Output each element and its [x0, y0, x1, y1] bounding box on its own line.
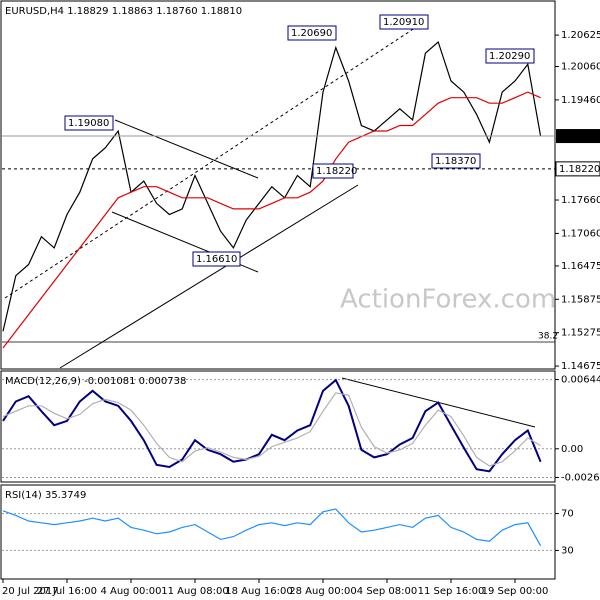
x-tick-label: 18 Aug 16:00: [225, 586, 292, 597]
y-tick-label: 1.20625: [561, 30, 600, 41]
y-tick-label: 70: [561, 509, 574, 520]
series-line: [2, 40, 542, 332]
y-tick-label: 30: [561, 545, 574, 556]
rsi-panel: [0, 484, 556, 580]
price-annotation: 1.20910: [383, 17, 424, 28]
y-tick-label: 1.17060: [561, 228, 600, 239]
last-price-box: [556, 129, 600, 144]
series-line: [2, 508, 542, 547]
x-tick-label: 27 Jul 16:00: [37, 586, 97, 597]
price-annotation: 1.19080: [68, 118, 109, 129]
price-annotation-box: [312, 163, 354, 179]
y-tick-label: 1.14675: [561, 361, 600, 372]
y-tick-label: 0.00: [561, 444, 583, 455]
level-box: [555, 161, 600, 177]
price-annotation-box: [485, 48, 535, 64]
price-annotation-box: [287, 25, 337, 41]
level-label: 1.18220: [559, 164, 600, 175]
y-tick-label: 1.17660: [561, 195, 600, 206]
price-annotation-box: [379, 14, 429, 30]
series-line: [2, 392, 541, 467]
y-tick-label: 1.15275: [561, 328, 600, 339]
y-tick-label: 1.19460: [561, 95, 600, 106]
series-line: [2, 91, 541, 349]
price-panel: [0, 0, 556, 370]
panel-title: MACD(12,26,9) -0.001081 0.000738: [5, 376, 186, 387]
x-tick-label: 11 Sep 16:00: [418, 586, 485, 597]
price-annotation: 1.16610: [196, 254, 237, 265]
watermark: ActionForex.com: [340, 285, 556, 315]
channel-line: [114, 119, 259, 179]
price-annotation: 1.20690: [291, 28, 332, 39]
x-tick-label: 28 Aug 00:00: [289, 586, 356, 597]
x-tick-label: 20 Jul 2017: [2, 586, 59, 597]
price-annotation-box: [64, 115, 114, 131]
price-annotation: 1.20290: [489, 51, 530, 62]
last-price-label: 1.18810: [559, 131, 600, 142]
y-tick-label: 1.20060: [561, 62, 600, 73]
x-tick-label: 4 Sep 08:00: [357, 586, 417, 597]
panel-title: EURUSD,H4 1.18829 1.18863 1.18760 1.1881…: [5, 6, 242, 17]
y-tick-label: 0.006445: [561, 375, 600, 386]
x-tick-label: 11 Aug 08:00: [161, 586, 228, 597]
x-tick-label: 4 Aug 00:00: [100, 586, 161, 597]
panel-title: RSI(14) 35.3749: [5, 490, 86, 501]
y-tick-label: 1.16475: [561, 261, 600, 272]
macd-panel: [0, 370, 556, 483]
y-tick-label: -0.00267: [561, 472, 600, 483]
price-annotation: 1.18370: [435, 156, 476, 167]
trend-line: [4, 17, 431, 299]
x-tick-label: 19 Sep 00:00: [482, 586, 549, 597]
price-annotation-box: [192, 251, 241, 267]
y-tick-label: 1.15875: [561, 294, 600, 305]
series-line: [2, 378, 542, 473]
fib-label: 38.2: [538, 332, 558, 342]
price-annotation-box: [431, 153, 481, 169]
trend-line: [59, 184, 359, 369]
price-annotation: 1.18220: [316, 166, 357, 177]
